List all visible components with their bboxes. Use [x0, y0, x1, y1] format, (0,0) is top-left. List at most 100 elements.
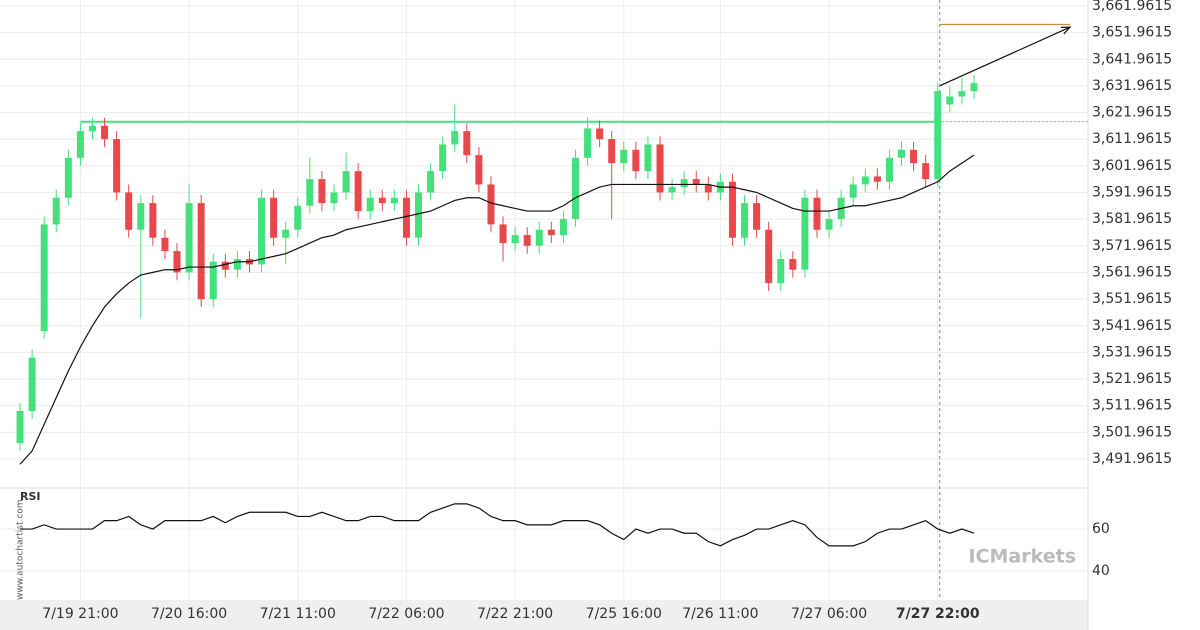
- candle-body: [680, 179, 688, 188]
- candle-body: [825, 219, 833, 230]
- candle-body: [366, 197, 374, 212]
- candle-body: [620, 149, 628, 164]
- candle-body: [390, 197, 398, 204]
- candle-body: [306, 179, 314, 206]
- candle-body: [209, 261, 217, 300]
- candle-body: [861, 176, 869, 185]
- candle-body: [270, 197, 278, 238]
- candle-body: [584, 128, 592, 158]
- x-tick-label: 7/27 22:00: [896, 606, 980, 622]
- candle-body: [668, 187, 676, 193]
- y-tick-label: 3,621.9615: [1092, 105, 1172, 121]
- candle-body: [596, 128, 604, 140]
- forecast-arrow: [939, 26, 1071, 87]
- candle-body: [282, 229, 290, 238]
- candle-body: [632, 149, 640, 172]
- candle-body: [149, 203, 157, 238]
- y-tick-label: 3,501.9615: [1092, 424, 1172, 440]
- rsi-tick-label: 40: [1092, 563, 1110, 579]
- candle-body: [885, 157, 893, 182]
- x-axis-band: [0, 600, 1088, 630]
- x-tick-label: 7/22 06:00: [368, 606, 444, 622]
- x-tick-label: 7/20 16:00: [151, 606, 227, 622]
- candle-body: [402, 197, 410, 238]
- y-tick-label: 3,581.9615: [1092, 211, 1172, 227]
- candle-body: [427, 171, 435, 193]
- y-tick-label: 3,591.9615: [1092, 185, 1172, 201]
- y-tick-label: 3,531.9615: [1092, 344, 1172, 360]
- candle-body: [535, 229, 543, 246]
- candle-body: [547, 229, 555, 236]
- candle-body: [475, 155, 483, 185]
- candle-body: [571, 157, 579, 220]
- candle-body: [922, 163, 930, 180]
- candle-body: [741, 203, 749, 238]
- candle-body: [777, 259, 785, 284]
- candle-body: [342, 171, 350, 193]
- candle-body: [451, 131, 459, 145]
- candle-body: [946, 96, 954, 105]
- candle-body: [125, 192, 133, 230]
- x-tick-label: 7/21 11:00: [260, 606, 336, 622]
- rsi-label: RSI: [20, 490, 41, 503]
- candle-body: [113, 139, 121, 193]
- y-tick-label: 3,521.9615: [1092, 371, 1172, 387]
- candle-body: [28, 357, 36, 411]
- candle-body: [644, 144, 652, 172]
- candle-body: [173, 251, 181, 273]
- candle-body: [692, 179, 700, 185]
- y-tick-label: 3,551.9615: [1092, 291, 1172, 307]
- candle-body: [221, 261, 229, 270]
- candle-body: [704, 184, 712, 193]
- arrow-head: [1060, 26, 1072, 35]
- x-tick-label: 7/27 06:00: [791, 606, 867, 622]
- y-tick-label: 3,651.9615: [1092, 25, 1172, 41]
- candle-body: [801, 197, 809, 270]
- y-tick-label: 3,541.9615: [1092, 318, 1172, 334]
- y-tick-label: 3,491.9615: [1092, 451, 1172, 467]
- candle-body: [463, 131, 471, 156]
- candle-body: [970, 83, 978, 92]
- candle-body: [88, 125, 96, 132]
- candle-body: [523, 235, 531, 246]
- logo: ICMarkets: [968, 546, 1076, 568]
- y-tick-label: 3,601.9615: [1092, 158, 1172, 174]
- x-tick-label: 7/26 11:00: [682, 606, 758, 622]
- candle-body: [137, 203, 145, 230]
- candle-body: [608, 139, 616, 164]
- y-tick-label: 3,571.9615: [1092, 238, 1172, 254]
- candle-body: [330, 192, 338, 204]
- candle-body: [728, 181, 736, 238]
- candle-body: [813, 197, 821, 230]
- candle-body: [873, 176, 881, 182]
- rsi-tick-label: 60: [1092, 521, 1110, 537]
- candle-body: [499, 224, 507, 244]
- candle-body: [354, 171, 362, 212]
- candle-body: [656, 144, 664, 193]
- watermark: www.autochartist.com: [16, 499, 26, 600]
- candle-body: [753, 203, 761, 230]
- candle-body: [76, 131, 84, 158]
- candle-body: [378, 197, 386, 204]
- y-tick-label: 3,511.9615: [1092, 398, 1172, 414]
- candle-body: [294, 205, 302, 230]
- x-tick-label: 7/19 21:00: [42, 606, 118, 622]
- candle-body: [318, 179, 326, 204]
- candle-body: [910, 149, 918, 164]
- y-tick-label: 3,631.9615: [1092, 78, 1172, 94]
- candle-body: [765, 229, 773, 284]
- y-tick-label: 3,661.9615: [1092, 0, 1172, 14]
- candle-body: [52, 197, 60, 225]
- candle-body: [415, 192, 423, 238]
- candle-body: [487, 184, 495, 225]
- candle-body: [258, 197, 266, 265]
- y-tick-label: 3,641.9615: [1092, 51, 1172, 67]
- candle-body: [16, 410, 24, 443]
- candle-body: [559, 219, 567, 236]
- rsi-line: [20, 503, 975, 547]
- candle-body: [958, 91, 966, 97]
- y-tick-label: 3,561.9615: [1092, 264, 1172, 280]
- candle-body: [64, 157, 72, 198]
- candle-body: [849, 184, 857, 198]
- candle-body: [439, 144, 447, 172]
